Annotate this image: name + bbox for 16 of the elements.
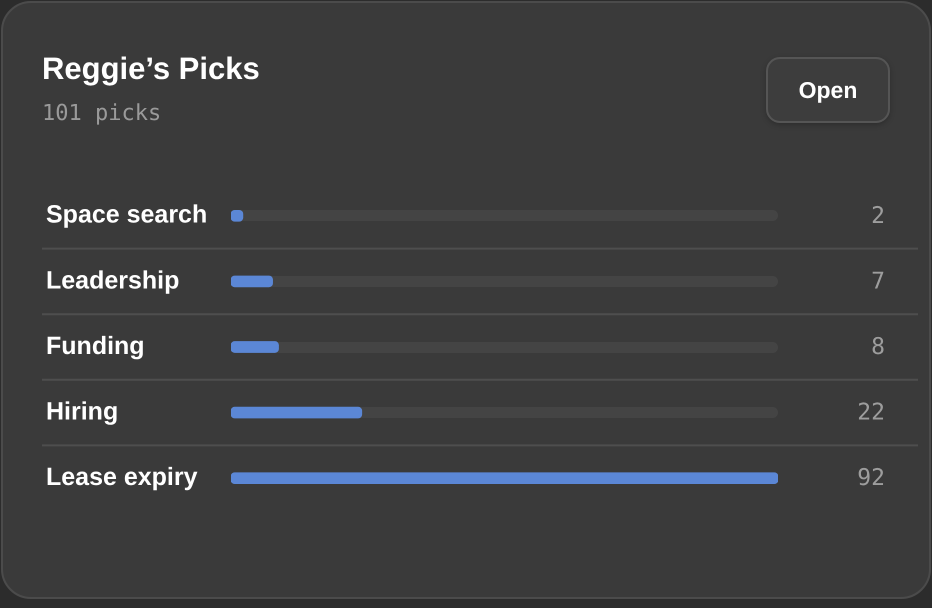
data-label: 22 xyxy=(857,400,885,426)
bar xyxy=(231,406,362,418)
y-tick-label: Space search xyxy=(46,200,208,229)
y-tick-label: Lease expiry xyxy=(46,463,198,492)
bar xyxy=(231,276,273,288)
open-button[interactable]: Open xyxy=(766,57,890,123)
bar xyxy=(231,341,279,353)
data-label: 7 xyxy=(871,268,885,294)
y-tick-label: Hiring xyxy=(46,397,118,426)
chart-subtitle: 101 picks xyxy=(42,101,162,126)
y-tick-label: Funding xyxy=(46,332,145,360)
data-label: 92 xyxy=(857,465,885,492)
data-label: 2 xyxy=(871,202,885,229)
data-label: 8 xyxy=(871,334,885,360)
chart-title: Reggie’s Picks xyxy=(42,51,260,87)
y-tick-label: Leadership xyxy=(46,266,180,294)
